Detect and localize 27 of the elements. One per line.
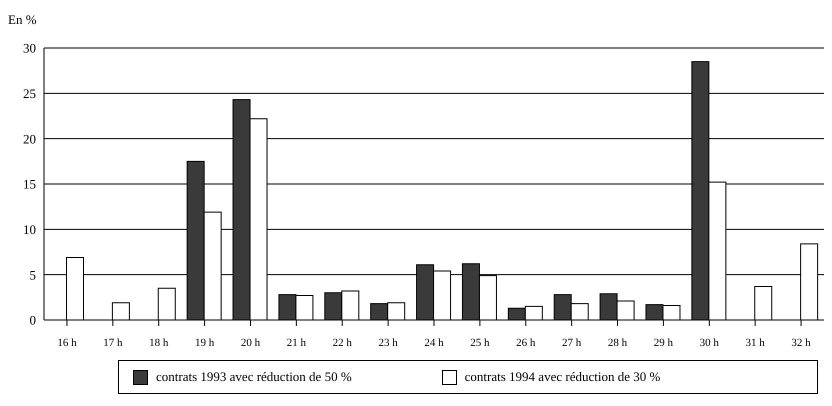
x-tick-label: 28 h <box>608 336 628 349</box>
x-tick-label: 23 h <box>378 336 398 349</box>
y-tick-label: 30 <box>23 40 36 56</box>
legend-label: contrats 1994 avec réduction de 30 % <box>464 368 660 386</box>
y-tick-label: 25 <box>23 86 36 101</box>
x-tick-label: 17 h <box>103 336 123 349</box>
x-tick-label: 30 h <box>700 336 720 349</box>
x-tick-label: 22 h <box>332 336 352 349</box>
x-tick-label: 16 h <box>57 336 78 349</box>
x-tick-label: 21 h <box>286 336 306 349</box>
x-tick-label: 20 h <box>240 336 261 349</box>
y-tick-label: 15 <box>23 176 36 192</box>
x-tick-label: 31 h <box>746 336 766 349</box>
x-tick-label: 27 h <box>562 336 582 349</box>
x-tick-label: 29 h <box>654 336 674 349</box>
y-tick-label: 0 <box>30 312 36 328</box>
x-tick-label: 18 h <box>149 336 169 349</box>
x-tick-label: 25 h <box>470 336 490 349</box>
x-tick-label: 26 h <box>516 336 536 349</box>
x-tick-label: 24 h <box>424 336 444 349</box>
y-tick-label: 5 <box>30 267 36 282</box>
y-tick-label: 10 <box>23 222 36 237</box>
legend-label: contrats 1993 avec réduction de 50 % <box>155 368 352 386</box>
x-tick-label: 32 h <box>791 336 812 349</box>
y-tick-label: 20 <box>23 131 36 146</box>
x-tick-label: 19 h <box>194 336 215 349</box>
y-axis-title: En % <box>8 12 37 28</box>
